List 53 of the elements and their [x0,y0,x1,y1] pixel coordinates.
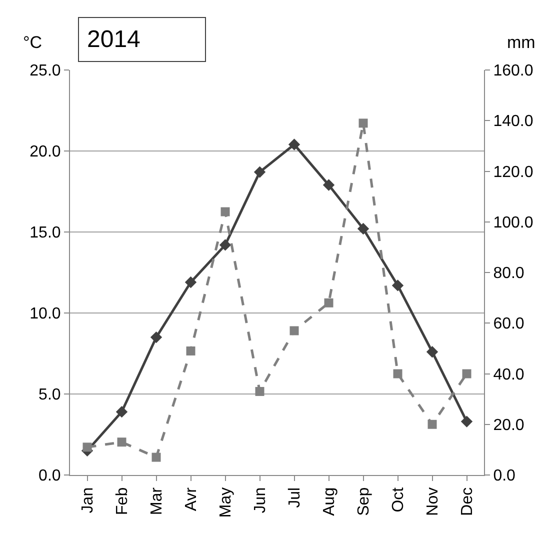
x-tick-label: Jul [286,487,304,508]
x-tick-label: Jun [252,487,269,514]
y2-tick-label: 100.0 [493,214,534,232]
point [357,222,370,235]
x-tick-label: Avr [182,486,200,512]
point [186,346,196,356]
x-tick-label: Nov [424,487,442,516]
point [219,239,232,251]
x-tick-label: Dec [458,487,476,516]
point [460,416,473,428]
point [324,298,334,308]
point [82,442,92,452]
y2-tick-label: 0.0 [493,468,516,485]
x-tick-label: Oct [390,486,407,512]
y2-tick-label: 40.0 [493,366,524,384]
x-tick-label: May [217,487,234,518]
x-tick-label: Jan [79,487,96,514]
x-tick-label: Sep [355,487,372,516]
x-tick-label: Feb [114,487,131,515]
point [184,276,197,288]
point [152,452,161,462]
point [255,386,264,396]
y2-tick-label: 160.0 [493,62,534,80]
point [150,331,162,344]
x-tick-label: Mar [148,486,166,515]
y2-tick-label: 120.0 [493,164,534,181]
y-tick-label: 15.0 [30,224,61,242]
point [116,406,128,418]
y2-axis-title: mm [507,33,536,52]
point [288,138,300,150]
point [220,207,230,216]
y-tick-label: 0.0 [38,468,61,485]
point [117,438,126,447]
y-tick-label: 20.0 [30,144,61,161]
y-axis-title: °C [23,33,42,52]
x-tick-label: Aug [320,487,338,516]
y2-tick-label: 140.0 [493,113,534,130]
y-tick-label: 25.0 [30,62,61,80]
point [393,369,402,378]
y2-tick-label: 20.0 [493,416,524,434]
point [428,420,437,429]
point [392,280,404,292]
y2-tick-label: 60.0 [493,316,524,333]
point [254,166,266,178]
point [358,118,368,128]
y2-tick-label: 80.0 [493,265,524,282]
point [462,369,472,378]
point [426,346,438,358]
y-tick-label: 10.0 [30,306,61,323]
point [322,179,335,191]
y-tick-label: 5.0 [38,386,61,404]
chart-title: 2014 [87,26,140,53]
point [290,326,299,336]
